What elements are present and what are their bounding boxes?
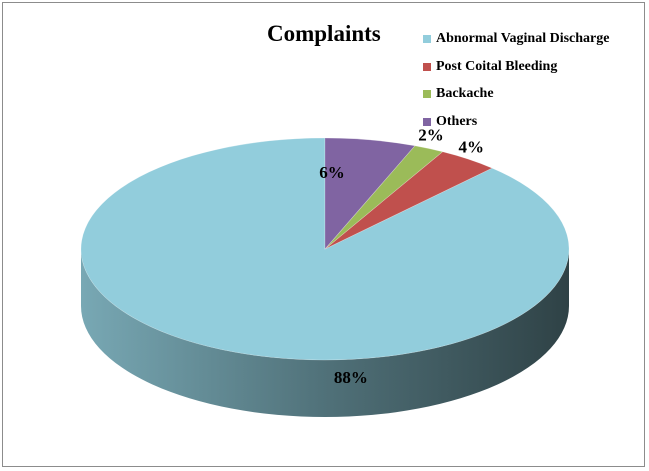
pie-slice (324, 137, 416, 250)
data-label: 88% (334, 368, 368, 387)
legend-swatch (423, 62, 431, 71)
legend-swatch (423, 35, 431, 43)
chart-frame: 88% 4% 2% 6% Complaints Abnormal Vaginal Di… (2, 2, 645, 467)
chart-title: Complaints (267, 21, 381, 46)
data-label: 2% (418, 126, 444, 145)
legend-label: Abnormal Vaginal Discharge (436, 31, 610, 46)
pie-slice (324, 151, 493, 250)
legend-label: Others (436, 113, 478, 129)
legend-label: Post Coital Bleeding (436, 58, 558, 74)
pie-chart: 88% 4% 2% 6% (80, 126, 570, 417)
data-label: 6% (319, 163, 345, 182)
pie-slice (324, 145, 444, 250)
data-label: 4% (459, 137, 485, 156)
pie-slice-side (81, 249, 569, 417)
legend-label: Backache (436, 86, 494, 101)
legend-swatch (423, 90, 431, 98)
legend-swatch (423, 117, 431, 126)
pie-slice (80, 137, 570, 361)
